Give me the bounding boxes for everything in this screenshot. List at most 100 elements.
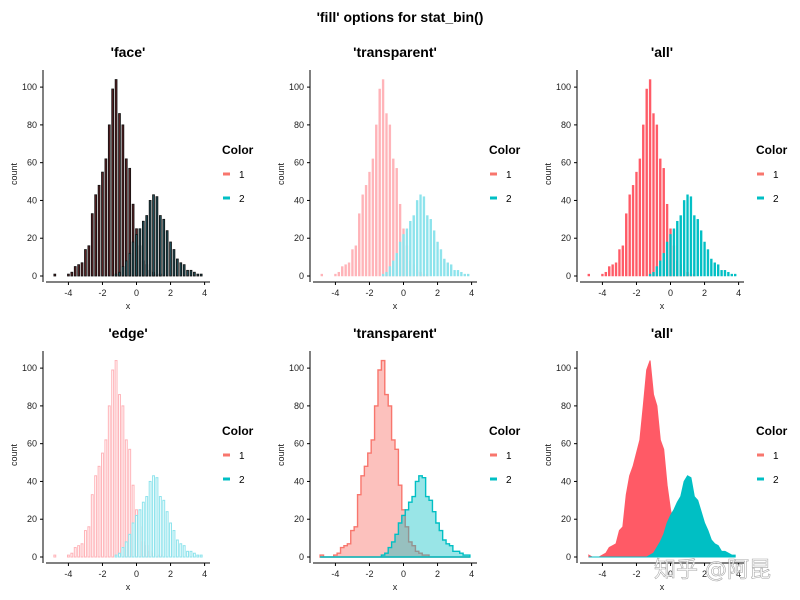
y-tick-label: 60 — [294, 158, 304, 168]
x-tick-label: -2 — [632, 288, 640, 298]
bar-series-2 — [381, 273, 385, 277]
x-tick-label: -2 — [632, 569, 640, 579]
panel-transparent-bars: 'transparent'-4 -2 0 2 4020406080100xcountCo… — [276, 44, 521, 311]
legend-label-1: 1 — [773, 451, 779, 462]
x-tick-label: 2 — [702, 569, 707, 579]
legend-title: Color — [756, 143, 788, 157]
bar-series-2 — [155, 477, 159, 558]
bar-series-1 — [97, 184, 101, 277]
y-tick-label: 20 — [561, 514, 571, 524]
bar-series-2 — [467, 273, 470, 277]
bar-series-2 — [196, 273, 200, 277]
bar-series-1 — [381, 79, 385, 277]
bar-series-1 — [73, 547, 77, 558]
bar-series-1 — [84, 249, 87, 277]
bar-series-2 — [145, 215, 149, 277]
y-tick-label: 40 — [294, 476, 304, 486]
bar-series-2 — [141, 220, 145, 277]
bar-series-2 — [186, 269, 189, 277]
bar-series-1 — [124, 439, 128, 558]
bar-series-2 — [182, 264, 186, 277]
bar-series-2 — [422, 196, 426, 277]
bar-series-1 — [124, 158, 128, 277]
x-tick-label: -4 — [598, 569, 606, 579]
y-tick-label: 80 — [561, 120, 571, 130]
bar-series-1 — [77, 545, 81, 558]
bar-series-2 — [682, 200, 686, 277]
bar-series-2 — [385, 271, 388, 277]
bar-series-1 — [320, 273, 323, 277]
bar-series-1 — [114, 79, 118, 277]
x-tick-label: 0 — [668, 569, 673, 579]
y-tick-label: 100 — [556, 363, 571, 373]
y-tick-label: 40 — [27, 476, 37, 486]
x-axis-label: x — [393, 301, 398, 311]
bar-series-2 — [679, 215, 682, 277]
bar-series-1 — [392, 158, 395, 277]
bar-series-1 — [621, 245, 625, 277]
y-tick-label: 60 — [561, 158, 571, 168]
bar-series-2 — [443, 258, 446, 277]
y-tick-label: 60 — [27, 439, 37, 449]
bar-series-1 — [111, 88, 115, 277]
bar-series-1 — [635, 171, 638, 277]
bar-series-2 — [415, 200, 419, 277]
y-axis-label: count — [9, 443, 19, 466]
bar-series-1 — [94, 475, 98, 558]
bar-series-1 — [388, 124, 392, 277]
legend-title: Color — [222, 424, 254, 438]
x-tick-label: 4 — [469, 288, 474, 298]
bar-series-1 — [628, 194, 631, 277]
y-tick-label: 40 — [294, 195, 304, 205]
y-tick-label: 0 — [299, 271, 304, 281]
y-tick-label: 40 — [561, 195, 571, 205]
bar-series-2 — [189, 269, 193, 277]
x-tick-label: 4 — [736, 288, 741, 298]
bar-series-1 — [601, 273, 604, 277]
y-axis-label: count — [276, 443, 286, 466]
bar-series-1 — [614, 262, 618, 277]
y-tick-label: 40 — [561, 476, 571, 486]
bar-series-1 — [87, 245, 91, 277]
bar-series-1 — [53, 273, 57, 277]
area-series-1 — [588, 360, 736, 558]
bar-series-2 — [128, 533, 132, 558]
bar-series-2 — [152, 194, 155, 277]
bar-series-1 — [73, 266, 77, 277]
bar-series-2 — [114, 554, 118, 558]
bar-series-1 — [114, 360, 118, 558]
bar-series-2 — [676, 220, 679, 277]
bar-series-1 — [604, 271, 608, 277]
y-tick-label: 80 — [561, 401, 571, 411]
x-tick-label: -2 — [98, 288, 106, 298]
bar-series-1 — [337, 271, 341, 277]
bar-series-1 — [70, 271, 74, 277]
y-tick-label: 0 — [566, 552, 571, 562]
bar-series-1 — [638, 158, 642, 277]
bar-series-2 — [713, 262, 716, 277]
bar-series-2 — [405, 228, 409, 277]
bar-series-1 — [87, 526, 91, 558]
bar-series-1 — [351, 249, 354, 277]
bar-series-2 — [138, 228, 142, 277]
legend-label-2: 2 — [506, 194, 512, 205]
bar-series-1 — [97, 465, 101, 558]
bar-series-2 — [135, 514, 138, 558]
y-tick-label: 100 — [289, 82, 304, 92]
bar-series-2 — [186, 550, 190, 558]
x-tick-label: -2 — [98, 569, 106, 579]
bar-series-2 — [199, 554, 203, 558]
legend-label-2: 2 — [773, 194, 779, 205]
y-tick-label: 100 — [22, 82, 37, 92]
x-tick-label: 0 — [668, 288, 673, 298]
x-axis-label: x — [393, 582, 398, 592]
bar-series-2 — [395, 253, 398, 277]
bar-series-1 — [77, 264, 80, 277]
bar-series-2 — [158, 496, 162, 558]
x-tick-label: -4 — [64, 288, 72, 298]
bar-series-2 — [121, 547, 125, 558]
bar-series-2 — [179, 262, 183, 277]
y-tick-label: 20 — [561, 233, 571, 243]
y-tick-label: 80 — [27, 120, 37, 130]
